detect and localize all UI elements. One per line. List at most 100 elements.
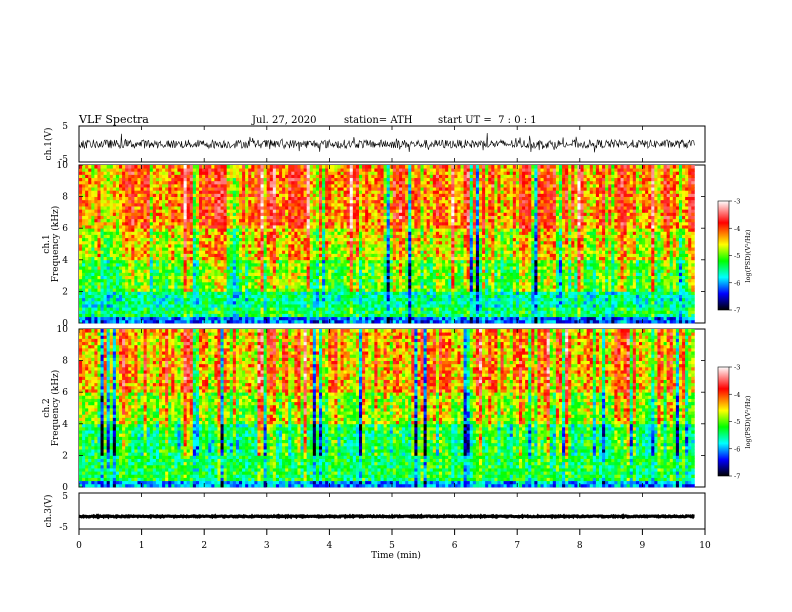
spectrogram-cell [355,209,360,213]
spectrogram-cell [285,272,289,276]
spectrogram-cell [269,262,274,267]
spectrogram-cell [119,272,123,276]
spectrogram-cell [377,247,381,251]
spectrogram-cell [198,231,203,235]
spectrogram-cell [131,313,135,318]
spectrogram-cell [377,310,381,314]
spectrogram-cell [238,196,243,201]
spectrogram-cell [208,165,212,169]
spectrogram-cell [168,228,172,232]
spectrogram-cell [226,266,231,270]
spectrogram-cell [248,316,252,321]
spectrogram-cell [346,266,351,270]
spectrogram-cell [140,202,145,207]
spectrogram-cell [312,281,317,286]
spectrogram-cell [238,278,243,283]
spectrogram-cell [149,228,154,232]
spectrogram-cell [195,240,200,245]
spectrogram-cell [119,180,123,185]
spectrogram-cell [149,190,154,194]
spectrogram-cell [152,266,157,270]
spectrogram-cell [205,272,209,276]
spectrogram-cell [368,209,372,213]
spectrogram-cell [288,206,292,210]
spectrogram-cell [131,171,135,175]
spectrogram-cell [380,281,385,286]
spectrogram-cell [349,316,354,321]
spectrogram-cell [186,199,191,204]
spectrogram-cell [334,190,338,194]
spectrogram-cell [122,234,126,239]
spectrogram-cell [235,190,240,194]
spectrogram-cell [220,288,225,292]
spectrogram-cell [309,285,314,289]
spectrogram-cell [306,281,311,286]
spectrogram-cell [125,297,129,302]
spectrogram-cell [257,171,261,175]
spectrogram-cell [371,307,375,311]
spectrogram-cell [383,285,388,289]
spectrogram-cell [340,300,345,305]
spectrogram-cell [269,202,274,207]
spectrogram-cell [177,281,181,286]
spectrogram-cell [322,218,326,223]
spectrogram-cell [131,209,135,213]
spectrogram-cell [257,180,261,185]
spectrogram-cell [202,190,206,194]
spectrogram-cell [377,193,381,197]
spectrogram-cell [205,212,209,216]
spectrogram-cell [134,250,138,254]
spectrogram-cell [349,281,354,286]
spectrogram-cell [106,313,111,318]
spectrogram-cell [195,237,200,242]
spectrogram-cell [183,228,188,232]
spectrogram-cell [152,253,157,258]
spectrogram-cell [146,310,151,314]
spectrogram-cell [97,168,101,172]
spectrogram-cell [383,234,388,239]
spectrogram-cell [297,225,301,229]
spectrogram-cell [371,225,375,229]
spectrogram-cell [192,199,197,204]
spectrogram-cell [168,183,172,188]
spectrogram-cell [226,234,231,239]
spectrogram-cell [315,319,320,324]
spectrogram-cell [205,180,209,185]
spectrogram-cell [325,285,329,289]
spectrogram-cell [377,262,381,267]
spectrogram-cell [140,237,145,242]
spectrogram-cell [198,187,203,191]
spectrogram-cell [288,310,292,314]
spectrogram-cell [128,275,132,280]
spectrogram-cell [232,209,237,213]
spectrogram-cell [100,234,105,239]
spectrogram-cell [100,237,105,242]
spectrogram-cell [371,262,375,267]
spectrogram-cell [220,199,225,204]
spectrogram-cell [334,275,338,280]
spectrogram-cell [112,234,117,239]
spectrogram-cell [97,250,101,254]
spectrogram-cell [97,206,101,210]
spectrogram-cell [131,307,135,311]
spectrogram-cell [309,237,314,242]
spectrogram-cell [368,319,372,324]
spectrogram-cell [159,225,163,229]
spectrogram-cell [88,316,92,321]
spectrogram-cell [368,237,372,242]
spectrogram-cell [318,285,323,289]
spectrogram-cell [214,221,218,226]
spectrogram-cell [334,193,338,197]
spectrogram-cell [288,228,292,232]
spectrogram-cell [232,183,237,188]
spectrogram-cell [275,212,280,216]
spectrogram-cell [257,281,261,286]
spectrogram-cell [122,272,126,276]
spectrogram-cell [288,253,292,258]
spectrogram-cell [291,183,295,188]
spectrogram-cell [119,218,123,223]
spectrogram-cell [322,256,326,261]
spectrogram-cell [362,319,366,324]
spectrogram-cell [79,202,83,207]
spectrogram-cell [152,250,157,254]
